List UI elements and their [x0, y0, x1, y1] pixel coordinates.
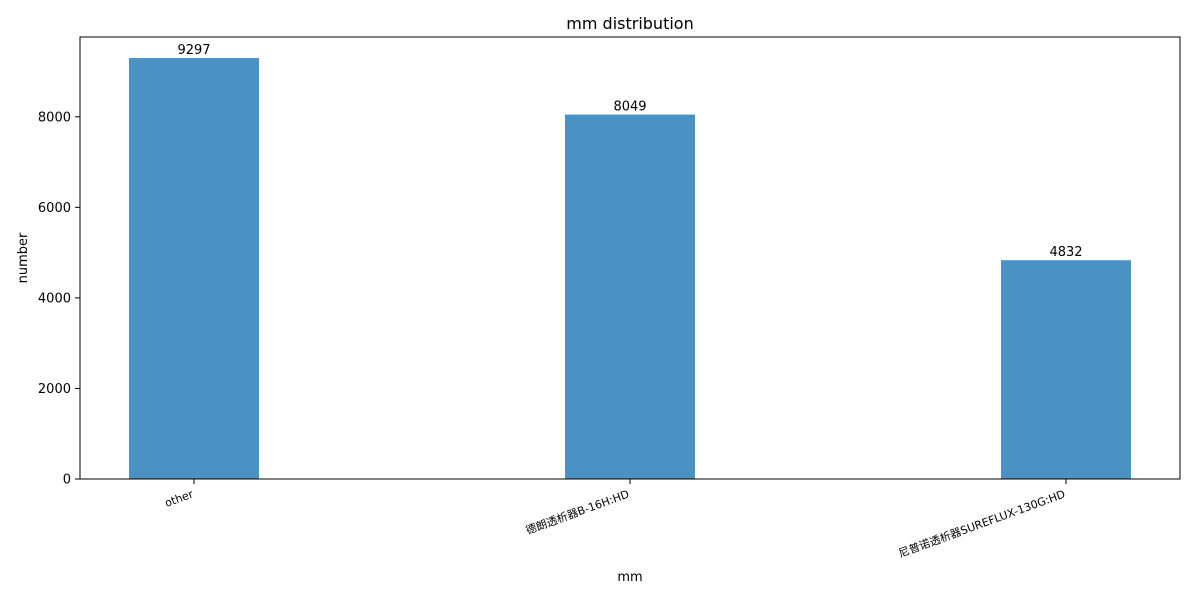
- x-tick-label-2: 尼普诺透析器SUREFLUX-130G:HD: [896, 487, 1067, 561]
- bar-1: [565, 114, 695, 479]
- bar-2: [1001, 260, 1131, 479]
- y-tick-label-1: 2000: [38, 382, 71, 397]
- data-label-0: 9297: [177, 43, 210, 58]
- bars-group: [129, 58, 1131, 480]
- bar-0: [129, 58, 259, 480]
- data-labels-group: 9297 8049 4832: [177, 43, 1082, 260]
- y-axis: 0 2000 4000 6000 8000: [38, 110, 80, 488]
- chart-title: mm distribution: [566, 14, 693, 33]
- data-label-1: 8049: [613, 100, 646, 115]
- y-tick-label-4: 8000: [38, 110, 71, 125]
- x-tick-label-0: other: [163, 487, 195, 509]
- x-axis: other 德朗透析器B-16H:HD 尼普诺透析器SUREFLUX-130G:HD: [163, 479, 1067, 560]
- data-label-2: 4832: [1049, 245, 1082, 260]
- y-tick-label-2: 4000: [38, 291, 71, 306]
- y-tick-label-0: 0: [63, 473, 71, 488]
- y-axis-label: number: [16, 232, 31, 283]
- x-tick-label-1: 德朗透析器B-16H:HD: [524, 487, 631, 538]
- x-axis-label: mm: [617, 570, 642, 585]
- y-tick-label-3: 6000: [38, 201, 71, 216]
